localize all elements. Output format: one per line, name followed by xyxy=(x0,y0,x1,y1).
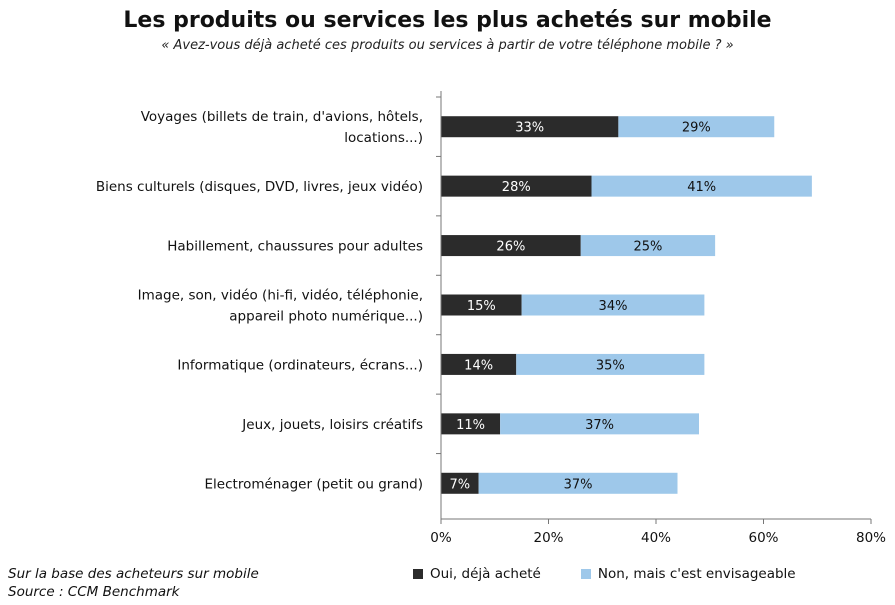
bar-oui-5 xyxy=(441,413,501,435)
bar-label-oui-2: 26% xyxy=(496,240,525,255)
x-tick-label-2: 40% xyxy=(641,530,671,546)
bar-non-3 xyxy=(521,294,705,316)
legend: Oui, déjà acheté Non, mais c'est envisag… xyxy=(413,566,836,582)
category-label-1: Biens culturels (disques, DVD, livres, j… xyxy=(96,179,423,195)
legend-label-oui: Oui, déjà acheté xyxy=(430,566,541,582)
bar-oui-6 xyxy=(441,472,479,494)
x-tick-label-0: 0% xyxy=(430,530,452,546)
bar-non-5 xyxy=(500,413,699,435)
bar-non-2 xyxy=(580,235,716,257)
category-label-6: Electroménager (petit ou grand) xyxy=(205,476,423,492)
x-tick-label-3: 60% xyxy=(748,530,778,546)
category-label-5: Jeux, jouets, loisirs créatifs xyxy=(241,417,423,433)
footnote-base: Sur la base des acheteurs sur mobile xyxy=(8,566,259,582)
category-label-4: Informatique (ordinateurs, écrans...) xyxy=(177,357,423,373)
bar-label-non-3: 34% xyxy=(599,299,628,314)
bar-oui-4 xyxy=(441,353,517,375)
bar-label-oui-1: 28% xyxy=(502,180,531,195)
bar-oui-1 xyxy=(441,175,592,197)
chart-subtitle: « Avez-vous déjà acheté ces produits ou … xyxy=(161,38,734,53)
legend-swatch-non xyxy=(580,569,591,579)
category-label-3-line0: Image, son, vidéo (hi-fi, vidéo, télépho… xyxy=(138,288,423,304)
bar-label-oui-6: 7% xyxy=(450,477,471,492)
bar-non-4 xyxy=(516,353,705,375)
bar-label-oui-3: 15% xyxy=(467,299,496,314)
bar-label-non-1: 41% xyxy=(687,180,716,195)
category-label-0-line0: Voyages (billets de train, d'avions, hôt… xyxy=(141,109,423,125)
bar-label-oui-4: 14% xyxy=(464,358,493,373)
bar-label-oui-5: 11% xyxy=(456,418,485,433)
category-label-3-line1: appareil photo numérique...) xyxy=(229,309,423,325)
category-label-2: Habillement, chaussures pour adultes xyxy=(167,239,423,255)
bar-label-non-6: 37% xyxy=(564,477,593,492)
legend-item-oui: Oui, déjà acheté xyxy=(413,566,541,582)
legend-label-non: Non, mais c'est envisageable xyxy=(597,566,796,582)
bar-oui-0 xyxy=(441,116,619,138)
bar-label-oui-0: 33% xyxy=(515,121,544,136)
bar-label-non-5: 37% xyxy=(585,418,614,433)
legend-swatch-oui xyxy=(413,569,423,579)
x-tick-label-1: 20% xyxy=(533,530,563,546)
bar-non-1 xyxy=(591,175,812,197)
legend-item-non: Non, mais c'est envisageable xyxy=(580,566,796,582)
category-label-0-line1: locations...) xyxy=(344,130,423,146)
bar-label-non-2: 25% xyxy=(633,240,662,255)
footnote-source: Source : CCM Benchmark xyxy=(8,584,180,600)
bar-label-non-4: 35% xyxy=(596,358,625,373)
bar-non-0 xyxy=(618,116,775,138)
bar-label-non-0: 29% xyxy=(682,121,711,136)
x-tick-label-4: 80% xyxy=(856,530,886,546)
bar-oui-2 xyxy=(441,235,581,257)
bar-oui-3 xyxy=(441,294,522,316)
bar-non-6 xyxy=(478,472,678,494)
chart-title: Les produits ou services les plus acheté… xyxy=(123,8,772,33)
